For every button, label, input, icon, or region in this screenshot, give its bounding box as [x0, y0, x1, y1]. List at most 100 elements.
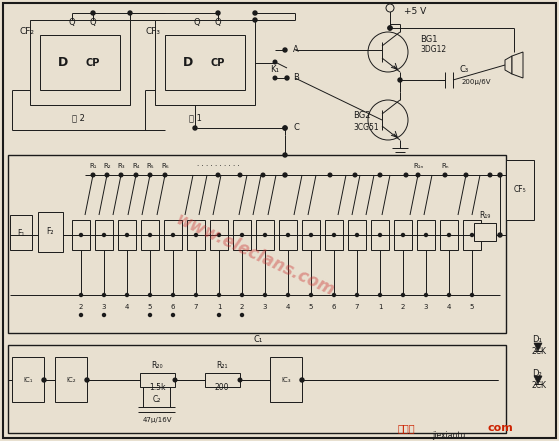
- Text: R₂: R₂: [103, 163, 111, 169]
- Circle shape: [424, 233, 428, 236]
- Circle shape: [424, 294, 428, 296]
- Circle shape: [471, 233, 473, 236]
- Circle shape: [287, 294, 290, 296]
- Text: 接线图: 接线图: [398, 423, 416, 433]
- Text: · · · · · · · · · ·: · · · · · · · · · ·: [197, 163, 239, 169]
- Circle shape: [172, 294, 174, 296]
- Text: 触 1: 触 1: [188, 113, 201, 123]
- Circle shape: [300, 378, 304, 382]
- Circle shape: [333, 294, 335, 296]
- Circle shape: [310, 233, 312, 236]
- Bar: [205, 373, 240, 387]
- Circle shape: [356, 294, 358, 296]
- Circle shape: [216, 173, 220, 177]
- Circle shape: [91, 11, 95, 15]
- Circle shape: [416, 173, 420, 177]
- Text: 4: 4: [125, 304, 129, 310]
- Circle shape: [85, 378, 89, 382]
- Circle shape: [263, 294, 267, 296]
- Bar: [506, 160, 534, 220]
- Polygon shape: [534, 376, 542, 384]
- Text: C₁: C₁: [253, 335, 263, 344]
- Text: 6: 6: [331, 304, 337, 310]
- Text: 1.5k: 1.5k: [149, 384, 165, 392]
- Bar: [72, 220, 90, 250]
- Text: R₁₉: R₁₉: [479, 210, 491, 220]
- Text: 2: 2: [240, 304, 244, 310]
- Text: CP: CP: [211, 58, 225, 68]
- Circle shape: [273, 60, 277, 64]
- Text: R₆: R₆: [161, 163, 169, 169]
- Text: 7: 7: [194, 304, 198, 310]
- Bar: [187, 220, 205, 250]
- Circle shape: [172, 233, 174, 236]
- Circle shape: [388, 26, 392, 30]
- Text: R₄: R₄: [132, 163, 140, 169]
- Text: 5: 5: [470, 304, 474, 310]
- Text: BG2: BG2: [353, 111, 371, 120]
- Text: 触 2: 触 2: [72, 113, 84, 123]
- Text: BG1: BG1: [420, 35, 438, 45]
- Bar: [141, 220, 159, 250]
- Bar: [233, 220, 251, 250]
- Circle shape: [240, 314, 244, 317]
- Circle shape: [498, 173, 502, 177]
- Circle shape: [149, 233, 151, 236]
- Circle shape: [163, 173, 167, 177]
- Text: 6: 6: [170, 304, 176, 310]
- Text: 200μ/6V: 200μ/6V: [462, 79, 491, 85]
- Bar: [8, 155, 506, 333]
- Circle shape: [443, 173, 447, 177]
- Bar: [140, 373, 175, 387]
- Circle shape: [398, 78, 402, 82]
- Text: D: D: [58, 56, 68, 70]
- Text: 3: 3: [102, 304, 106, 310]
- Bar: [348, 220, 366, 250]
- Text: Q: Q: [89, 18, 96, 26]
- Circle shape: [102, 233, 106, 236]
- Bar: [440, 220, 458, 250]
- Text: IC₂: IC₂: [66, 377, 76, 383]
- Text: R₁ₙ: R₁ₙ: [413, 163, 423, 169]
- Circle shape: [240, 233, 244, 236]
- Circle shape: [464, 173, 468, 177]
- Circle shape: [283, 126, 287, 130]
- Text: IC₁: IC₁: [23, 377, 33, 383]
- Circle shape: [195, 233, 197, 236]
- Text: Rₙ: Rₙ: [441, 163, 449, 169]
- Bar: [12, 357, 44, 402]
- Circle shape: [356, 233, 358, 236]
- Text: C₂: C₂: [153, 396, 161, 404]
- Text: 1: 1: [378, 304, 382, 310]
- Circle shape: [119, 173, 123, 177]
- Circle shape: [126, 294, 129, 296]
- Text: 3: 3: [424, 304, 428, 310]
- Bar: [55, 357, 87, 402]
- Circle shape: [353, 173, 357, 177]
- Text: 3: 3: [263, 304, 267, 310]
- Circle shape: [401, 294, 405, 296]
- Text: R₅: R₅: [146, 163, 154, 169]
- Circle shape: [79, 294, 83, 296]
- Bar: [118, 220, 136, 250]
- Text: 4: 4: [447, 304, 451, 310]
- Circle shape: [261, 173, 265, 177]
- Circle shape: [253, 11, 257, 15]
- Circle shape: [378, 233, 381, 236]
- Text: Q̄: Q̄: [69, 18, 75, 26]
- Text: 47μ/16V: 47μ/16V: [142, 417, 172, 423]
- Bar: [40, 35, 120, 90]
- Circle shape: [388, 26, 392, 30]
- Circle shape: [79, 314, 83, 317]
- Circle shape: [217, 233, 220, 236]
- Circle shape: [193, 126, 197, 130]
- Text: CP: CP: [86, 58, 100, 68]
- Bar: [474, 223, 496, 241]
- Bar: [417, 220, 435, 250]
- Circle shape: [173, 378, 177, 382]
- Circle shape: [195, 294, 197, 296]
- Bar: [210, 220, 228, 250]
- Text: 2: 2: [79, 304, 83, 310]
- Circle shape: [368, 100, 408, 140]
- Text: D: D: [183, 56, 193, 70]
